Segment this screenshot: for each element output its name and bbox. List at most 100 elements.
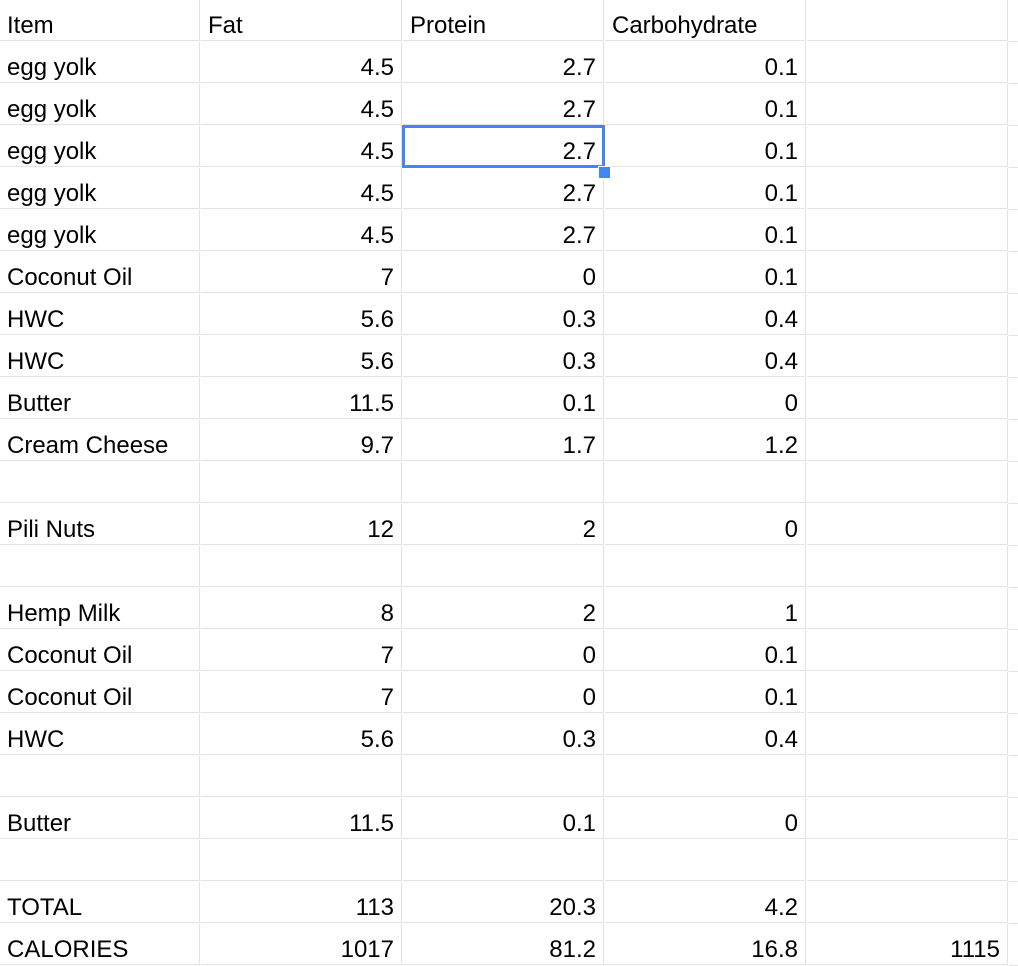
cell-carbohydrate[interactable]: 0.1 [605, 42, 806, 83]
cell-fat[interactable]: 1017 [201, 924, 402, 965]
header-cell-carbohydrate[interactable]: Carbohydrate [605, 0, 806, 41]
cell-item[interactable]: egg yolk [0, 42, 200, 83]
cell-protein[interactable]: 2 [403, 504, 604, 545]
cell-overflow[interactable] [1009, 336, 1018, 378]
header-cell-item[interactable]: Item [0, 0, 200, 41]
cell-overflow[interactable] [1009, 462, 1018, 504]
cell-protein[interactable]: 0 [403, 630, 604, 671]
cell-fat[interactable]: 11.5 [201, 378, 402, 419]
cell-overflow[interactable] [1009, 546, 1018, 588]
cell-fat[interactable] [201, 840, 402, 881]
cell-fat[interactable]: 4.5 [201, 84, 402, 125]
cell-overflow[interactable] [1009, 882, 1018, 924]
cell-overflow[interactable] [1009, 252, 1018, 294]
cell-overflow[interactable] [1009, 420, 1018, 462]
cell-overflow[interactable] [1009, 798, 1018, 840]
cell-carbohydrate[interactable]: 0.1 [605, 252, 806, 293]
cell-item[interactable]: Coconut Oil [0, 630, 200, 671]
cell-carbohydrate[interactable]: 1 [605, 588, 806, 629]
cell-protein[interactable]: 0.3 [403, 294, 604, 335]
cell-carbohydrate[interactable] [605, 840, 806, 881]
cell-fat[interactable]: 7 [201, 672, 402, 713]
cell-overflow[interactable] [1009, 210, 1018, 252]
cell-protein[interactable]: 0.1 [403, 798, 604, 839]
cell-item[interactable]: Coconut Oil [0, 252, 200, 293]
cell-item[interactable]: Hemp Milk [0, 588, 200, 629]
cell-item[interactable] [0, 840, 200, 881]
cell-overflow[interactable] [1009, 840, 1018, 882]
cell-protein[interactable]: 0 [403, 672, 604, 713]
cell-carbohydrate[interactable]: 4.2 [605, 882, 806, 923]
cell-carbohydrate[interactable] [605, 462, 806, 503]
cell-overflow[interactable] [1009, 588, 1018, 630]
cell-carbohydrate[interactable]: 0.1 [605, 630, 806, 671]
cell-fat[interactable]: 12 [201, 504, 402, 545]
cell-protein[interactable]: 1.7 [403, 420, 604, 461]
cell-item[interactable]: Butter [0, 798, 200, 839]
cell-item[interactable]: Butter [0, 378, 200, 419]
cell-fat[interactable]: 8 [201, 588, 402, 629]
cell-extra[interactable] [807, 252, 1008, 293]
cell-fat[interactable]: 7 [201, 630, 402, 671]
cell-overflow[interactable] [1009, 756, 1018, 798]
cell-overflow[interactable] [1009, 84, 1018, 126]
cell-item[interactable]: TOTAL [0, 882, 200, 923]
cell-overflow[interactable] [1009, 504, 1018, 546]
cell-carbohydrate[interactable]: 0.1 [605, 168, 806, 209]
header-cell-fat[interactable]: Fat [201, 0, 402, 41]
cell-extra[interactable] [807, 714, 1008, 755]
cell-item[interactable]: egg yolk [0, 168, 200, 209]
cell-overflow[interactable] [1009, 924, 1018, 966]
cell-protein[interactable] [403, 462, 604, 503]
cell-protein[interactable]: 2.7 [403, 84, 604, 125]
cell-extra[interactable] [807, 168, 1008, 209]
cell-carbohydrate[interactable]: 0 [605, 798, 806, 839]
cell-fat[interactable]: 5.6 [201, 336, 402, 377]
cell-item[interactable]: egg yolk [0, 126, 200, 167]
cell-fat[interactable]: 5.6 [201, 714, 402, 755]
cell-item[interactable]: HWC [0, 336, 200, 377]
cell-fat[interactable]: 11.5 [201, 798, 402, 839]
cell-protein[interactable]: 2.7 [403, 42, 604, 83]
cell-fat[interactable] [201, 546, 402, 587]
cell-fat[interactable] [201, 462, 402, 503]
cell-overflow[interactable] [1009, 672, 1018, 714]
cell-fat[interactable]: 4.5 [201, 210, 402, 251]
cell-protein[interactable]: 2.7 [403, 168, 604, 209]
cell-protein[interactable]: 2.7 [403, 210, 604, 251]
cell-extra[interactable] [807, 210, 1008, 251]
cell-extra[interactable] [807, 504, 1008, 545]
cell-extra[interactable] [807, 672, 1008, 713]
cell-overflow[interactable] [1009, 126, 1018, 168]
cell-protein[interactable]: 0.3 [403, 336, 604, 377]
cell-protein[interactable]: 0.3 [403, 714, 604, 755]
cell-overflow[interactable] [1009, 378, 1018, 420]
cell-extra[interactable] [807, 546, 1008, 587]
cell-overflow[interactable] [1009, 714, 1018, 756]
cell-overflow[interactable] [1009, 630, 1018, 672]
cell-carbohydrate[interactable]: 1.2 [605, 420, 806, 461]
cell-overflow[interactable] [1009, 168, 1018, 210]
cell-protein-selected[interactable]: 2.7 [402, 125, 605, 168]
cell-extra[interactable] [807, 84, 1008, 125]
header-cell-empty[interactable] [807, 0, 1008, 41]
cell-item[interactable] [0, 546, 200, 587]
cell-protein[interactable]: 0.1 [403, 378, 604, 419]
cell-fat[interactable]: 113 [201, 882, 402, 923]
cell-extra[interactable] [807, 42, 1008, 83]
cell-item[interactable]: Cream Cheese [0, 420, 200, 461]
cell-carbohydrate[interactable]: 16.8 [605, 924, 806, 965]
cell-protein[interactable] [403, 756, 604, 797]
cell-protein[interactable]: 81.2 [403, 924, 604, 965]
cell-item[interactable]: HWC [0, 294, 200, 335]
cell-carbohydrate[interactable]: 0.1 [605, 126, 806, 167]
header-cell-overflow[interactable] [1009, 0, 1018, 42]
cell-extra[interactable] [807, 336, 1008, 377]
cell-overflow[interactable] [1009, 294, 1018, 336]
cell-fat[interactable]: 7 [201, 252, 402, 293]
cell-fat[interactable]: 5.6 [201, 294, 402, 335]
cell-carbohydrate[interactable]: 0.1 [605, 672, 806, 713]
cell-protein[interactable] [403, 546, 604, 587]
cell-extra[interactable] [807, 756, 1008, 797]
cell-extra[interactable] [807, 630, 1008, 671]
